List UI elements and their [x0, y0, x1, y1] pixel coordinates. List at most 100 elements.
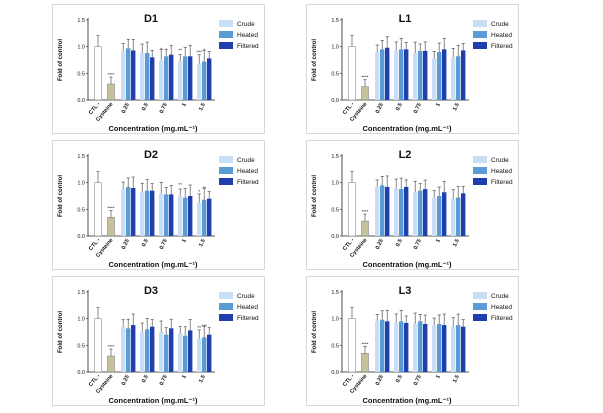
legend-label-filtered: Filtered — [237, 43, 259, 50]
y-tick-label: 0.5 — [77, 207, 85, 213]
bar-crude-1 — [432, 58, 437, 100]
bar-heated-1 — [183, 197, 188, 236]
legend-swatch-filtered — [473, 178, 487, 185]
x-tick-label: 0.5 — [141, 238, 150, 247]
chart-panel-d2: D2 Fold of control 0.0 0.5 1.0 1.5 CTL - **** Cy… — [52, 140, 265, 270]
significance-label: **** — [361, 209, 368, 214]
significance-label: **** — [107, 344, 114, 349]
bar-heated-1.5 — [202, 199, 207, 236]
bar-heated-1 — [437, 196, 442, 236]
bar-heated-0.5 — [145, 53, 150, 100]
bar-control-cysteine — [361, 220, 369, 237]
legend-label-heated: Heated — [491, 168, 512, 175]
bar-filtered-1 — [188, 56, 193, 100]
bar-filtered-0.25 — [385, 47, 390, 100]
y-axis-label: Fold of control — [312, 311, 318, 353]
legend-label-filtered: Filtered — [237, 315, 259, 322]
bar-filtered-0.75 — [423, 50, 428, 100]
bar-filtered-0.75 — [423, 189, 428, 236]
x-axis-label: Concentration (mg.mL⁻¹) — [363, 124, 452, 133]
y-tick-label: 0.0 — [77, 234, 85, 240]
bar-filtered-1.5 — [207, 58, 212, 100]
x-tick-label: 1 — [435, 238, 442, 243]
bar-crude-0.75 — [159, 193, 164, 236]
bar-crude-0.25 — [121, 326, 126, 372]
legend-swatch-heated — [219, 167, 233, 174]
x-tick-label: 1.5 — [198, 102, 207, 111]
x-tick-label: 1 — [435, 102, 442, 107]
x-tick-label: 1 — [181, 102, 188, 107]
bar-crude-0.25 — [121, 50, 126, 100]
x-tick-label: 0.75 — [413, 374, 423, 386]
bar-crude-1.5 — [197, 338, 202, 372]
bar-heated-1 — [437, 324, 442, 372]
bar-filtered-0.5 — [404, 322, 409, 372]
bar-filtered-1.5 — [207, 334, 212, 372]
significance-label: ** — [178, 182, 182, 187]
bar-control-ctl — [348, 182, 356, 237]
bar-crude-1 — [178, 196, 183, 236]
chart-title: L2 — [399, 149, 412, 161]
x-tick-label: 0.25 — [121, 374, 131, 386]
y-axis-label: Fold of control — [312, 39, 318, 81]
significance-label: *** — [197, 50, 203, 55]
significance-label: * — [198, 189, 200, 194]
y-tick-label: 1.5 — [77, 18, 85, 24]
bar-crude-0.5 — [394, 50, 399, 100]
y-tick-label: 1.5 — [331, 18, 339, 24]
legend-swatch-heated — [219, 31, 233, 38]
legend-swatch-crude — [473, 156, 487, 163]
bar-crude-0.75 — [413, 324, 418, 372]
chart-panel-d1: D1 Fold of control 0.0 0.5 1.0 1.5 CTL - **** Cy… — [52, 4, 265, 134]
bar-filtered-0.75 — [169, 328, 174, 372]
legend-swatch-filtered — [219, 42, 233, 49]
bar-crude-0.25 — [375, 321, 380, 372]
bar-filtered-1.5 — [461, 193, 466, 236]
bar-heated-0.75 — [164, 334, 169, 372]
y-tick-label: 0.5 — [77, 343, 85, 349]
bar-heated-0.25 — [126, 328, 131, 372]
bar-heated-0.25 — [380, 319, 385, 372]
x-tick-label: 1 — [181, 374, 188, 379]
bar-control-cysteine — [107, 83, 115, 101]
bar-filtered-0.25 — [131, 325, 136, 372]
bar-heated-1 — [437, 52, 442, 100]
x-tick-label: 0.5 — [395, 374, 404, 383]
y-tick-label: 0.5 — [77, 71, 85, 77]
bar-crude-0.5 — [394, 322, 399, 372]
y-tick-label: 1.0 — [77, 181, 85, 187]
y-tick-label: 1.5 — [331, 154, 339, 160]
bar-heated-1 — [183, 335, 188, 372]
chart-title: D1 — [144, 13, 158, 25]
y-tick-label: 1.5 — [77, 290, 85, 296]
bar-filtered-1 — [188, 330, 193, 372]
bar-filtered-0.5 — [150, 57, 155, 100]
bar-crude-1 — [178, 61, 183, 100]
bar-heated-0.75 — [164, 56, 169, 100]
bar-filtered-1 — [442, 49, 447, 100]
bar-crude-1.5 — [451, 326, 456, 372]
legend-swatch-crude — [219, 292, 233, 299]
y-axis-label: Fold of control — [312, 175, 318, 217]
legend-label-filtered: Filtered — [491, 179, 513, 186]
legend-swatch-crude — [473, 20, 487, 27]
x-axis-label: Concentration (mg.mL⁻¹) — [109, 396, 198, 405]
y-tick-label: 0.0 — [77, 370, 85, 376]
bar-crude-0.25 — [375, 186, 380, 236]
bar-control-cysteine — [361, 353, 369, 373]
significance-label: ** — [197, 325, 201, 330]
significance-label: ** — [202, 186, 206, 191]
bar-filtered-0.5 — [404, 186, 409, 236]
significance-label: **** — [107, 72, 114, 77]
legend-label-filtered: Filtered — [491, 315, 513, 322]
bar-heated-1.5 — [202, 337, 207, 372]
y-tick-label: 0.5 — [331, 207, 339, 213]
y-axis-label: Fold of control — [58, 311, 64, 353]
x-tick-label: 0.75 — [159, 238, 169, 250]
chart-title: L3 — [399, 285, 412, 297]
bar-crude-0.75 — [413, 192, 418, 236]
bar-heated-0.75 — [418, 50, 423, 100]
